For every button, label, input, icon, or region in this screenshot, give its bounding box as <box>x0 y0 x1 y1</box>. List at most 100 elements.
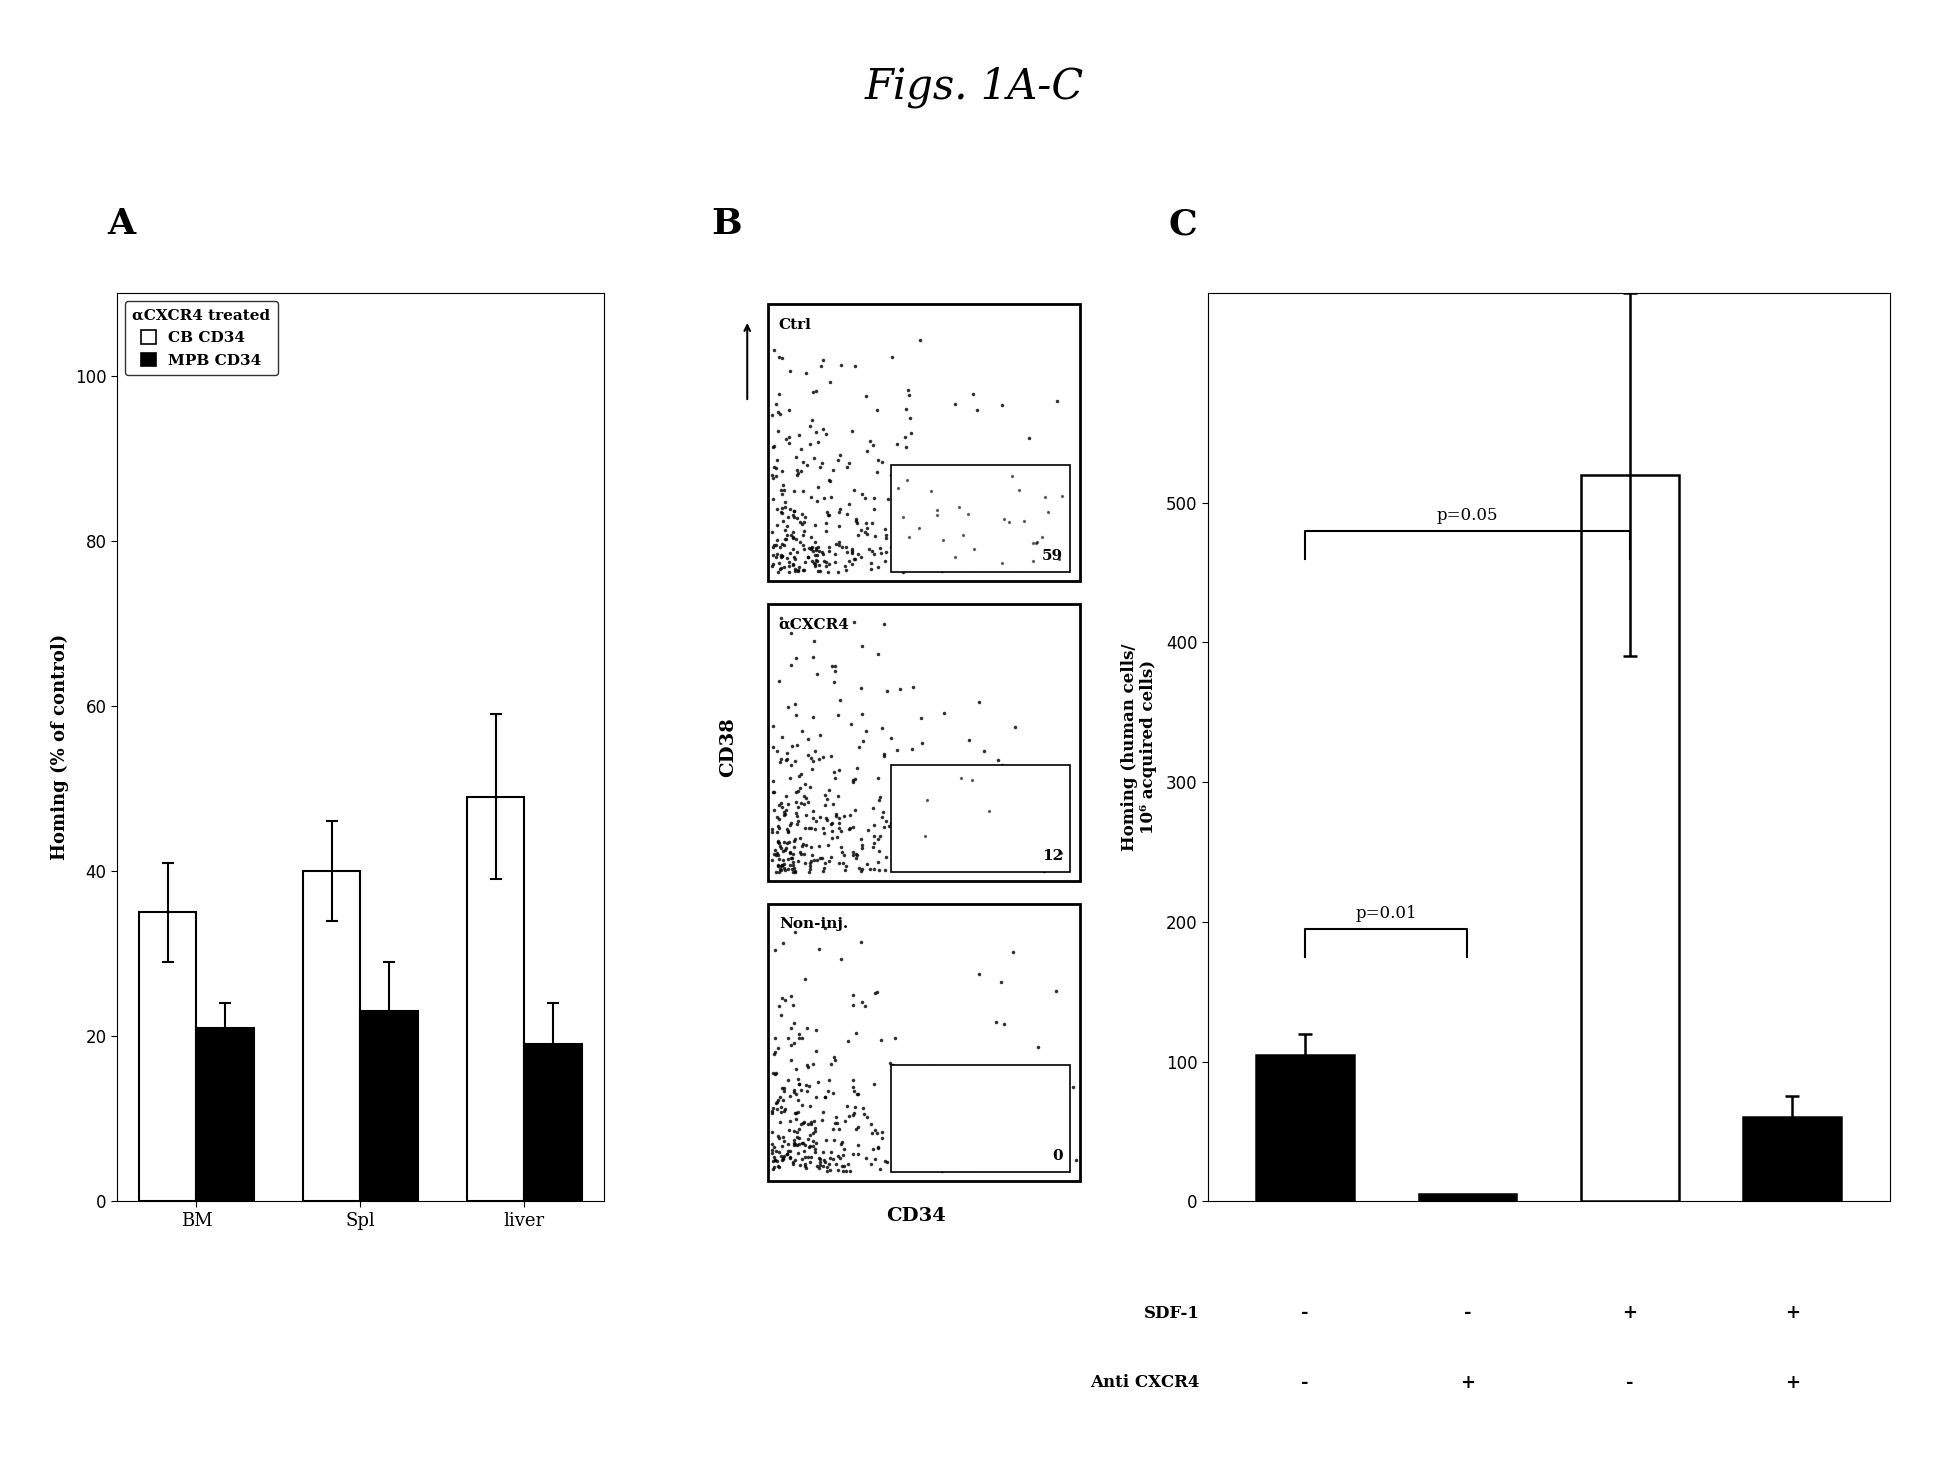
Point <box>838 548 869 571</box>
Point <box>1017 532 1048 555</box>
Point <box>904 1157 935 1181</box>
Point <box>779 860 810 883</box>
Point <box>768 853 799 876</box>
Point <box>768 1088 799 1112</box>
Point <box>803 662 834 686</box>
Point <box>859 813 890 837</box>
Point <box>830 1159 861 1182</box>
Point <box>843 542 875 565</box>
Point <box>795 1134 826 1157</box>
Point <box>1044 778 1075 801</box>
Point <box>777 1150 808 1173</box>
Point <box>1023 1134 1054 1157</box>
Point <box>884 677 916 700</box>
Point <box>869 743 900 766</box>
Point <box>826 1132 857 1156</box>
Point <box>849 995 880 1018</box>
Point <box>863 839 894 863</box>
Point <box>777 479 808 502</box>
Point <box>787 1147 818 1171</box>
Point <box>877 494 908 517</box>
Point <box>820 542 851 565</box>
Point <box>801 1137 832 1160</box>
Point <box>1058 1075 1089 1099</box>
Point <box>773 813 805 837</box>
Point <box>764 403 795 426</box>
X-axis label: CD34: CD34 <box>886 1207 945 1225</box>
Point <box>775 984 806 1008</box>
Point <box>814 1069 845 1093</box>
Point <box>842 1021 873 1045</box>
Point <box>779 1080 810 1103</box>
Point <box>758 1062 789 1086</box>
Point <box>886 560 918 583</box>
Point <box>768 839 799 863</box>
Point <box>795 536 826 560</box>
Point <box>822 851 853 875</box>
Point <box>814 502 845 526</box>
Point <box>803 834 834 857</box>
Point <box>769 527 801 551</box>
Point <box>890 1119 921 1143</box>
Point <box>793 1128 824 1151</box>
Point <box>834 816 865 839</box>
Point <box>808 746 840 769</box>
Point <box>869 816 900 839</box>
Point <box>768 1146 799 1169</box>
Point <box>886 854 918 878</box>
Point <box>789 816 820 839</box>
Point <box>997 941 1029 964</box>
Point <box>773 1140 805 1163</box>
Point <box>927 533 958 557</box>
Point <box>877 1053 908 1077</box>
Point <box>766 795 797 819</box>
Bar <box>360 1011 417 1201</box>
Point <box>882 782 914 806</box>
Point <box>843 735 875 759</box>
Point <box>919 848 951 872</box>
Point <box>777 993 808 1017</box>
Point <box>789 519 820 542</box>
Text: 12: 12 <box>1042 848 1064 863</box>
Text: A: A <box>107 208 134 242</box>
Point <box>1030 485 1062 508</box>
Point <box>806 847 838 870</box>
Point <box>986 551 1017 574</box>
Point <box>783 1088 814 1112</box>
Point <box>773 831 805 854</box>
Point <box>775 857 806 880</box>
Point <box>842 1083 873 1106</box>
Point <box>775 653 806 677</box>
Point <box>861 398 892 422</box>
Point <box>814 469 845 492</box>
Point <box>882 476 914 500</box>
Point <box>812 552 843 576</box>
Point <box>832 1094 863 1118</box>
Point <box>758 1102 789 1125</box>
Point <box>781 463 812 486</box>
Point <box>892 1135 923 1159</box>
Point <box>803 429 834 453</box>
Point <box>793 545 824 568</box>
Point <box>764 561 795 585</box>
Point <box>787 1131 818 1154</box>
Point <box>834 1159 865 1182</box>
Point <box>1044 841 1075 864</box>
Point <box>768 1099 799 1122</box>
Point <box>834 451 865 475</box>
Point <box>892 520 923 544</box>
Point <box>828 804 859 828</box>
Point <box>779 1119 810 1143</box>
Point <box>803 1071 834 1094</box>
Point <box>962 963 993 986</box>
Point <box>783 1026 814 1049</box>
Point <box>768 555 799 579</box>
Point <box>795 854 826 878</box>
Point <box>820 766 851 790</box>
Point <box>795 816 826 839</box>
Point <box>787 1112 818 1135</box>
Point <box>834 492 865 516</box>
Point <box>947 766 978 790</box>
Point <box>1030 848 1062 872</box>
Point <box>980 1011 1011 1034</box>
